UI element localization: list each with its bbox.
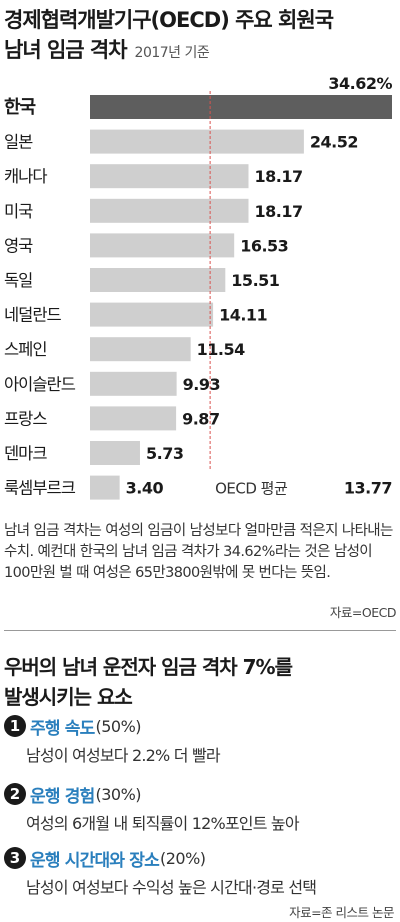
value-label: 18.17: [255, 202, 303, 221]
section-title-line2: 발생시키는 요소: [4, 685, 133, 709]
category-label: 네덜란드: [4, 306, 62, 325]
bar-5: [90, 233, 235, 258]
value-label: 9.93: [183, 375, 220, 394]
category-label: 덴마크: [4, 444, 47, 463]
value-label: 16.53: [240, 236, 288, 255]
factor-item-speed: 1 주행 속도 (50%) 남성이 여성보다 2.2% 더 빨라: [4, 713, 396, 766]
chart-title-text: 남녀 임금 격차: [4, 38, 128, 62]
factor-percent: (50%): [95, 716, 142, 736]
category-label: 캐나다: [4, 167, 47, 186]
chart-subtitle: 2017년 기준: [134, 45, 210, 61]
value-label: 14.11: [219, 306, 267, 325]
bar-11: [90, 441, 140, 465]
category-label: 독일: [4, 271, 32, 290]
factor-description: 남성이 여성보다 2.2% 더 빨라: [26, 746, 221, 765]
factor-percent: (30%): [95, 784, 142, 804]
value-label: 11.54: [197, 340, 245, 359]
number-badge-1: 1: [4, 715, 26, 737]
factor-item-time-place: 3 운행 시간대와 장소 (20%) 남성이 여성보다 수익성 높은 시간대·경로 …: [4, 845, 396, 898]
bar-6: [90, 268, 226, 292]
bar-9: [90, 371, 177, 396]
number-badge-2: 2: [4, 783, 26, 805]
category-label: 미국: [4, 202, 33, 221]
value-label: 15.51: [231, 271, 279, 290]
bar-12: [90, 475, 120, 500]
value-label: 3.40: [126, 479, 164, 498]
reference-label: OECD 평균: [215, 480, 288, 498]
value-label: 18.17: [255, 167, 303, 186]
bar-chart: 한국 34.62% 일본 24.52 캐나다 18.17 미국 18.17 영국 16.53 독일 1…: [4, 74, 393, 500]
bar-10: [90, 406, 177, 431]
factor-name: 운행 시간대와 장소: [30, 850, 160, 871]
bar-2: [90, 129, 304, 154]
category-label: 영국: [4, 236, 33, 255]
value-label: 34.62%: [328, 74, 392, 93]
factor-name: 주행 속도: [30, 718, 95, 739]
reference-value: 13.77: [344, 479, 392, 498]
chart-description: 남녀 임금 격차는 여성의 임금이 남성보다 얼마만큼 적은지 나타내는 수치.…: [4, 523, 393, 581]
section-source: 자료=존 리스트 논문: [289, 905, 394, 920]
factor-name: 운행 경험: [30, 786, 95, 807]
value-label: 5.73: [146, 444, 183, 463]
bar-1: [90, 95, 392, 119]
category-label: 아이슬란드: [4, 375, 76, 394]
bar-3: [90, 164, 249, 189]
factor-description: 여성의 6개월 내 퇴직률이 12%포인트 높아: [26, 814, 300, 833]
chart-title-line1: 경제협력개발기구(OECD) 주요 회원국: [4, 8, 334, 32]
section-title-line1: 우버의 남녀 운전자 임금 격차 7%를: [4, 655, 293, 679]
category-label: 프랑스: [4, 409, 47, 428]
category-label: 룩셈부르크: [4, 479, 76, 498]
factor-description: 남성이 여성보다 수익성 높은 시간대·경로 선택: [26, 878, 317, 897]
value-label: 24.52: [310, 133, 358, 152]
category-label: 스페인: [4, 340, 47, 359]
factor-item-experience: 2 운행 경험 (30%) 여성의 6개월 내 퇴직률이 12%포인트 높아: [4, 781, 396, 834]
bar-8: [90, 337, 191, 362]
section-divider: [4, 630, 396, 631]
chart-title-line2: 남녀 임금 격차 2017년 기준: [4, 34, 210, 64]
category-label: 한국: [4, 97, 36, 118]
number-badge-3: 3: [4, 847, 26, 869]
category-label: 일본: [4, 133, 33, 152]
bar-4: [90, 198, 249, 223]
chart-source: 자료=OECD: [329, 605, 397, 620]
value-label: 9.87: [182, 409, 219, 428]
factor-percent: (20%): [159, 848, 206, 868]
bar-7: [90, 302, 214, 327]
